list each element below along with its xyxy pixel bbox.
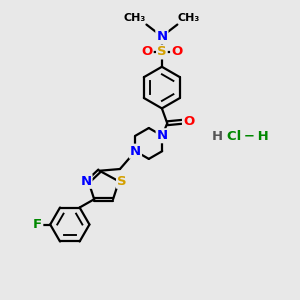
Text: S: S xyxy=(157,45,167,58)
Text: O: O xyxy=(183,115,194,128)
Text: N: N xyxy=(156,30,167,43)
Text: F: F xyxy=(33,218,42,231)
Text: S: S xyxy=(117,175,127,188)
Text: H: H xyxy=(212,130,223,143)
Text: N: N xyxy=(157,129,168,142)
Text: CH₃: CH₃ xyxy=(178,13,200,23)
Text: CH₃: CH₃ xyxy=(124,13,146,23)
Text: Cl − H: Cl − H xyxy=(227,130,269,143)
Text: N: N xyxy=(80,175,92,188)
Text: O: O xyxy=(171,45,182,58)
Text: O: O xyxy=(141,45,153,58)
Text: N: N xyxy=(130,145,141,158)
